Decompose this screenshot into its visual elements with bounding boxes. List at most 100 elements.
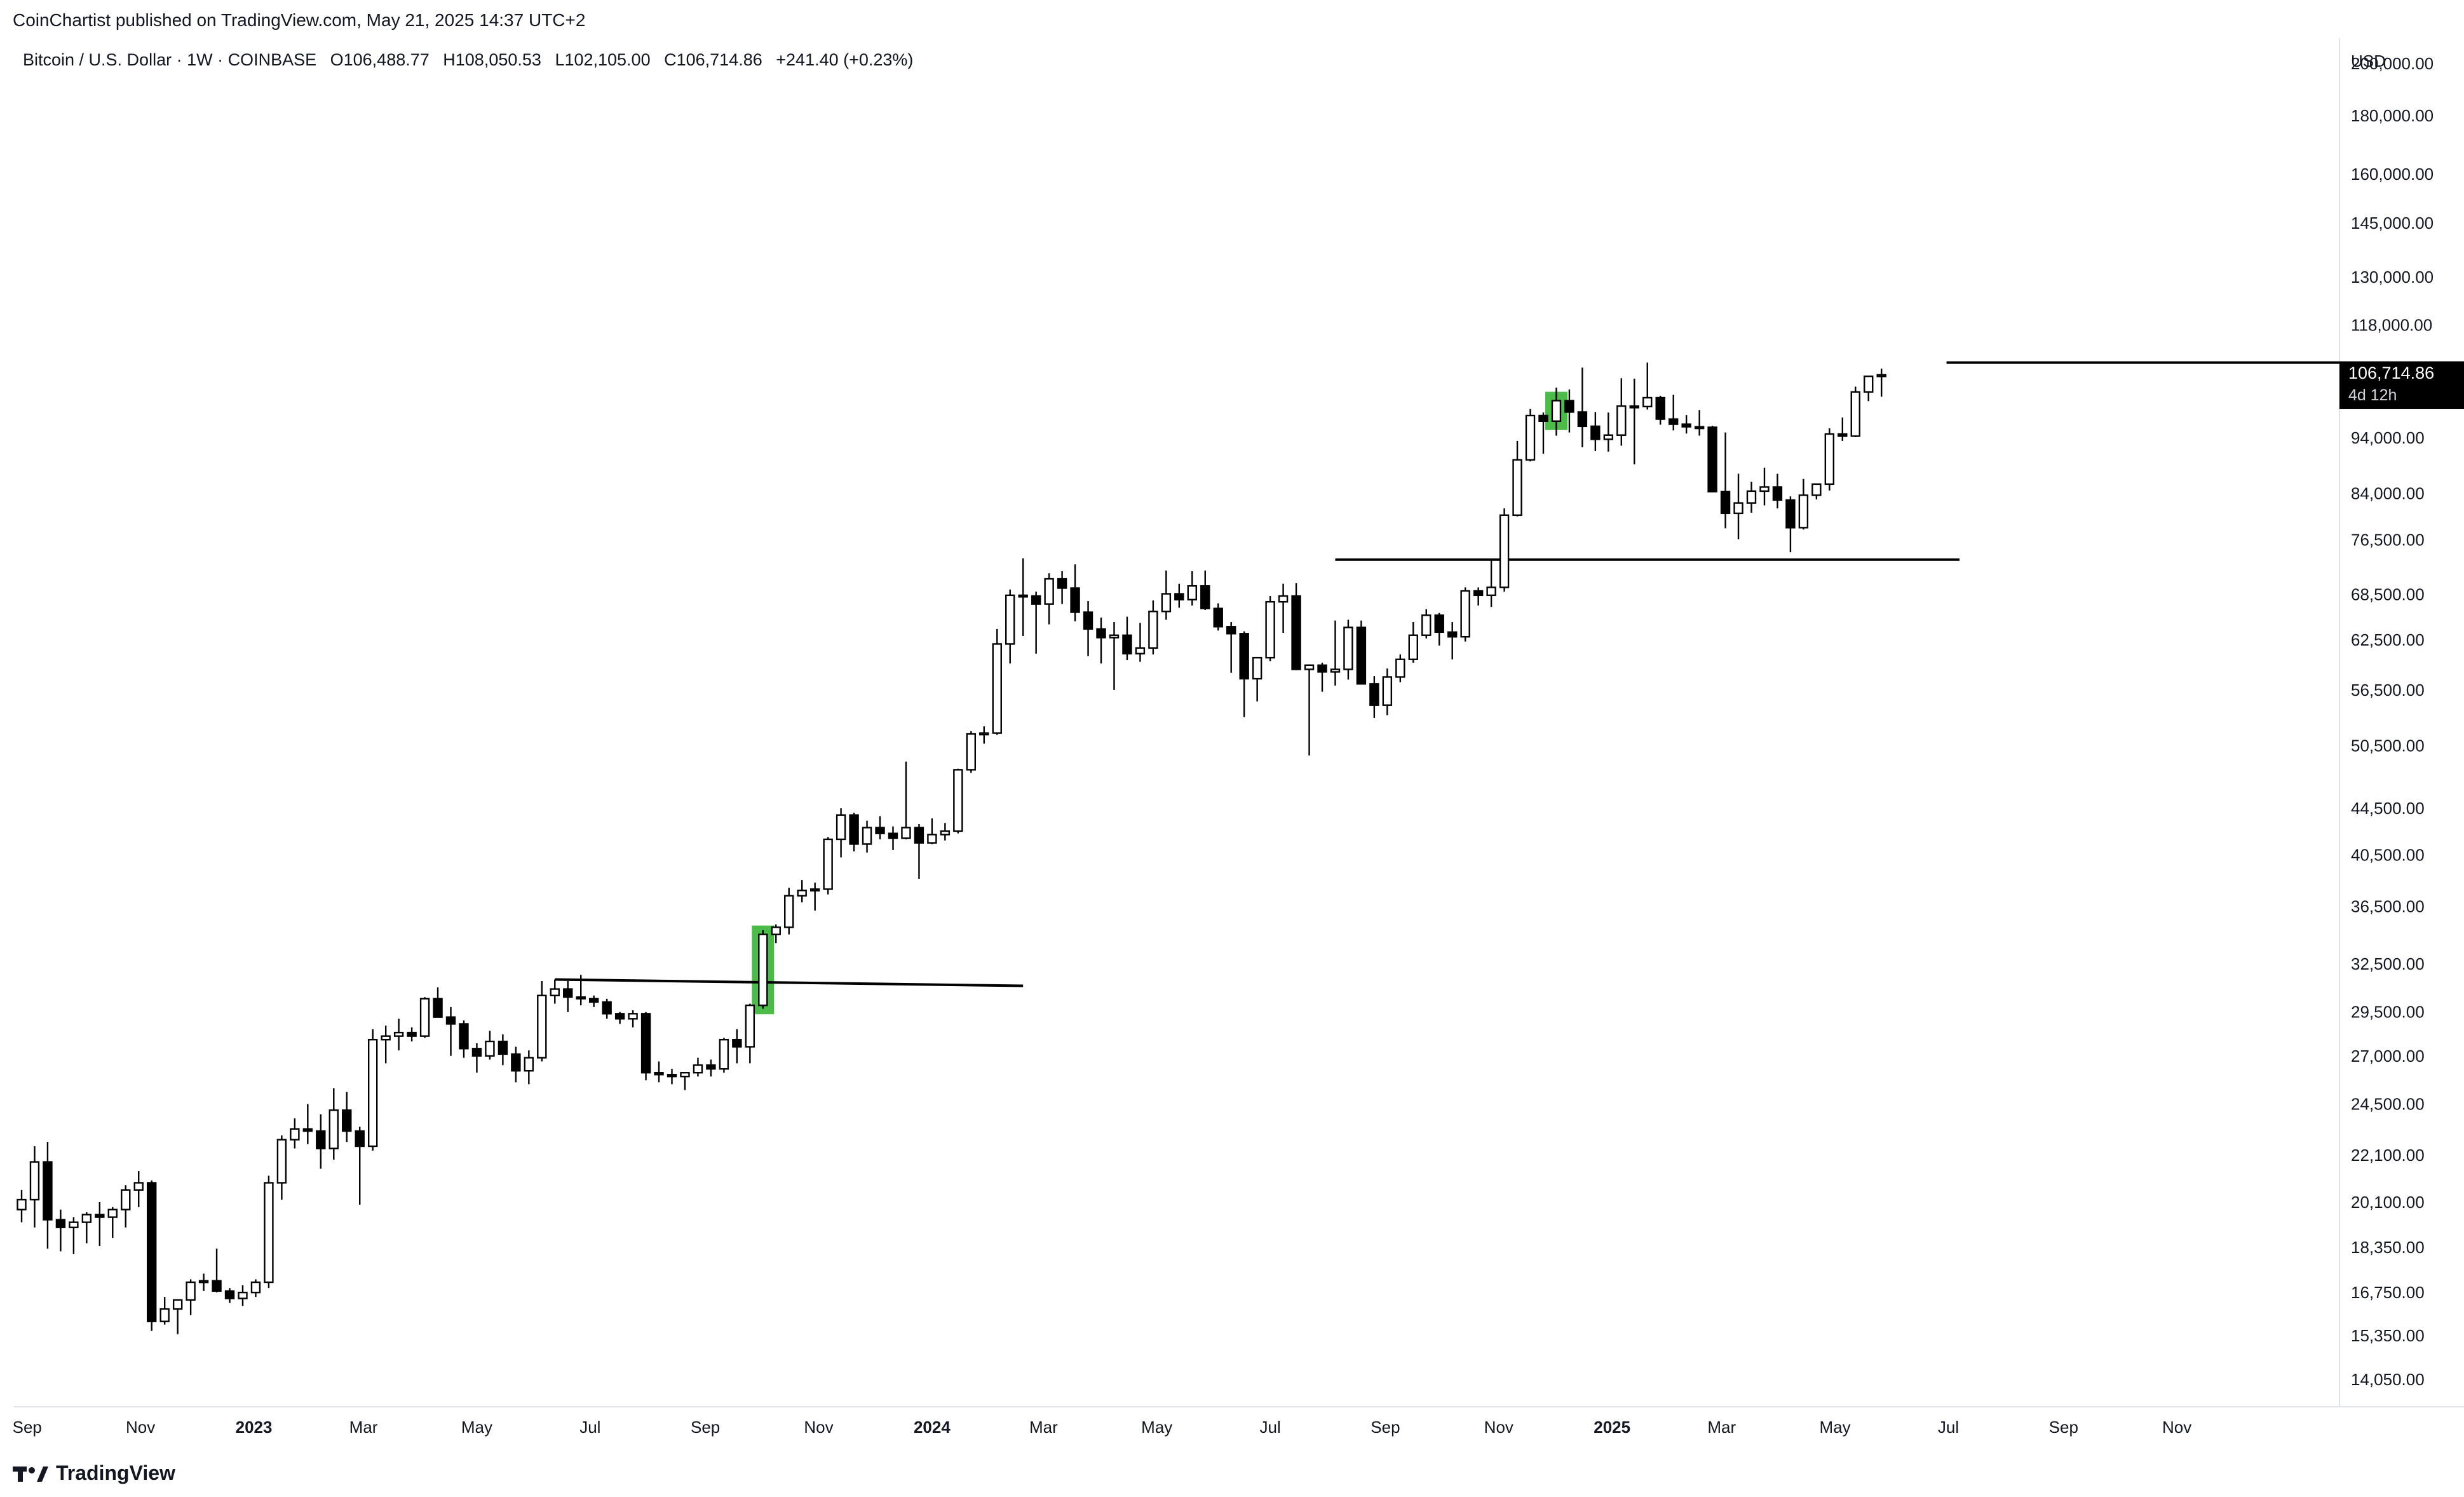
candle xyxy=(1629,378,1639,464)
tradingview-logo[interactable]: TradingView xyxy=(13,1461,175,1485)
candle xyxy=(1603,412,1614,452)
candle xyxy=(809,883,820,911)
bar-countdown: 4d 12h xyxy=(2348,386,2397,404)
candle xyxy=(407,1027,417,1042)
price-tick-label: 29,500.00 xyxy=(2351,1003,2425,1022)
candle-body-down xyxy=(1668,418,1679,425)
candle xyxy=(953,768,963,834)
candle-body-up xyxy=(172,1299,183,1310)
candle xyxy=(250,1279,261,1297)
time-tick-label: Jul xyxy=(1259,1418,1280,1437)
candle xyxy=(1109,622,1120,690)
candle xyxy=(1668,395,1679,431)
candle xyxy=(1577,367,1588,447)
candle xyxy=(186,1279,196,1315)
time-tick-label: May xyxy=(1141,1418,1172,1437)
candle xyxy=(979,726,989,744)
candle xyxy=(1499,508,1510,592)
price-tick-label: 62,500.00 xyxy=(2351,630,2425,649)
plot-area[interactable] xyxy=(14,39,2339,1407)
candle xyxy=(628,1010,638,1027)
candle-body-down xyxy=(1096,628,1106,639)
candle-body-up xyxy=(862,827,872,845)
candle-body-down xyxy=(146,1182,157,1322)
candle-body-up xyxy=(524,1057,534,1072)
candle xyxy=(1239,631,1249,717)
tradingview-logo-text: TradingView xyxy=(56,1461,175,1484)
candle-body-down xyxy=(576,996,586,1000)
candle-body-up xyxy=(979,732,989,736)
candle-body-up xyxy=(1864,376,1874,393)
time-tick-label: May xyxy=(1820,1418,1851,1437)
candle xyxy=(290,1118,300,1149)
candle-body-down xyxy=(471,1048,482,1057)
candle-body-down xyxy=(43,1161,53,1221)
price-tick-label: 130,000.00 xyxy=(2351,268,2434,287)
candle-body-down xyxy=(1369,683,1379,706)
last-price-tag[interactable]: 106,714.86 4d 12h xyxy=(2339,362,2464,409)
candle-body-up xyxy=(250,1281,261,1294)
candle xyxy=(276,1135,287,1200)
candle-body-down xyxy=(1317,664,1327,673)
candle-body-up xyxy=(1109,634,1120,639)
candle xyxy=(706,1059,716,1077)
candle-body-up xyxy=(537,994,547,1059)
candle-body-up xyxy=(1876,374,1886,377)
time-axis[interactable]: Sep Nov 2023 Mar May Jul Sep Nov 2024 Mar May Jul Se… xyxy=(13,1418,2192,1437)
candle-body-up xyxy=(719,1039,729,1070)
candle xyxy=(849,813,859,851)
candle xyxy=(1226,622,1236,673)
candle xyxy=(550,979,560,1004)
candle-body-up xyxy=(1382,676,1393,706)
candle xyxy=(1785,496,1796,553)
candle-body-up xyxy=(17,1198,27,1210)
candle-body-down xyxy=(355,1130,365,1148)
candle xyxy=(1811,483,1822,499)
candle-body-up xyxy=(901,827,911,839)
candle xyxy=(1681,415,1691,434)
candle xyxy=(1187,571,1198,606)
price-axis[interactable]: 200,000.00 180,000.00 160,000.00 145,000.00… xyxy=(2351,54,2434,1389)
candle xyxy=(1694,410,1705,436)
candle xyxy=(459,1020,469,1058)
candle xyxy=(563,981,573,1012)
candle-body-up xyxy=(69,1221,79,1228)
candle-body-down xyxy=(849,814,859,845)
price-tick-label: 32,500.00 xyxy=(2351,954,2425,973)
candle xyxy=(1486,559,1496,607)
candle xyxy=(1824,428,1835,491)
candle xyxy=(1538,412,1548,454)
candle-body-up xyxy=(1278,595,1289,603)
candle xyxy=(1746,482,1757,513)
time-tick-label: 2025 xyxy=(1594,1418,1630,1437)
candle xyxy=(1161,570,1172,620)
candle-body-up xyxy=(1551,400,1562,422)
candle-body-up xyxy=(1811,483,1822,496)
candle-body-up xyxy=(381,1035,391,1041)
candle xyxy=(771,924,781,944)
price-tick-label: 44,500.00 xyxy=(2351,799,2425,818)
candle-body-down xyxy=(1018,594,1028,598)
last-price-value: 106,714.86 xyxy=(2348,363,2434,383)
candle xyxy=(1759,467,1770,506)
candle xyxy=(393,1019,404,1051)
candle xyxy=(355,1127,365,1205)
candle xyxy=(1655,395,1665,425)
candle-body-up xyxy=(1135,647,1146,654)
price-tick-label: 40,500.00 xyxy=(2351,846,2425,865)
candlestick-chart[interactable]: Bitcoin / U.S. Dollar · 1W · COINBASE O1… xyxy=(0,38,2464,1487)
candle-body-down xyxy=(1447,631,1458,638)
candle-body-down xyxy=(1239,633,1249,680)
candle-body-up xyxy=(927,834,937,844)
candle xyxy=(1252,656,1262,702)
candle-body-up xyxy=(1005,594,1015,645)
candle xyxy=(588,995,599,1007)
price-tick-label: 160,000.00 xyxy=(2351,165,2434,184)
price-tick-label: 50,500.00 xyxy=(2351,736,2425,755)
candle-body-up xyxy=(107,1209,118,1218)
candle-body-up xyxy=(823,838,833,890)
candle-body-down xyxy=(1473,590,1484,597)
candle xyxy=(1382,668,1393,715)
time-tick-label: Jul xyxy=(579,1418,600,1437)
candle xyxy=(1135,623,1146,662)
